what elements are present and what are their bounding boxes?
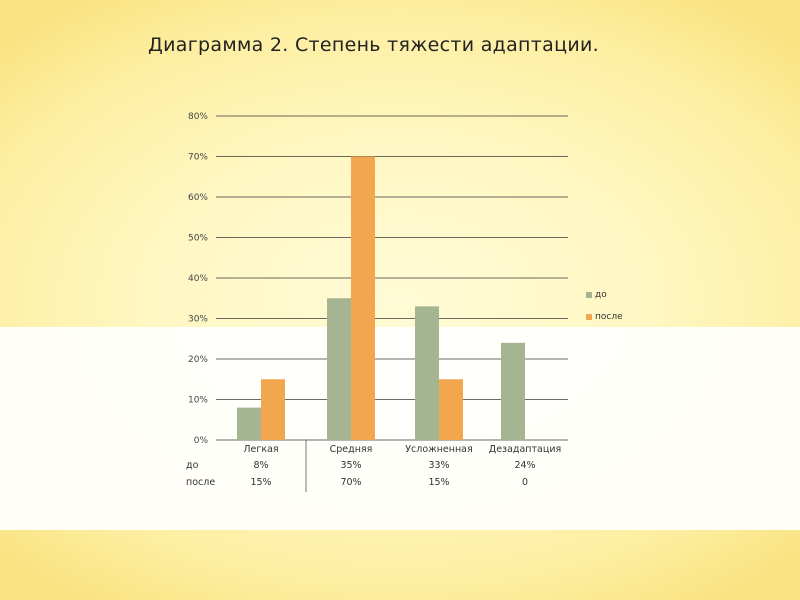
data-table-value: 70% (340, 477, 361, 488)
data-table-value: 33% (428, 460, 449, 471)
slide-title: Диаграмма 2. Степень тяжести адаптации. (148, 34, 599, 56)
bar-posle (261, 379, 285, 440)
bar-do (501, 342, 525, 440)
y-tick-label: 10% (188, 396, 208, 406)
bar-do (415, 306, 439, 440)
bar-posle (351, 156, 375, 440)
legend-item-do: до (586, 284, 623, 306)
data-table-value: 35% (340, 460, 361, 471)
x-category-label: Легкая (243, 444, 278, 455)
data-table-value: 15% (428, 477, 449, 488)
y-tick-label: 70% (188, 153, 208, 163)
data-table-value: 15% (250, 477, 271, 488)
y-tick-label: 60% (188, 193, 208, 203)
legend-label-do: до (595, 290, 607, 300)
y-tick-label: 50% (188, 234, 208, 244)
chart-legend: до после (586, 284, 623, 328)
y-tick-label: 20% (188, 355, 208, 365)
y-tick-label: 0% (194, 436, 209, 446)
x-category-label: Средняя (330, 444, 373, 455)
legend-swatch-do (586, 292, 592, 298)
y-tick-label: 30% (188, 315, 208, 325)
bar-do (237, 407, 261, 440)
data-table-value: 0 (522, 477, 528, 488)
data-table-value: 8% (253, 460, 268, 471)
y-tick-label: 40% (188, 274, 208, 284)
legend-label-posle: после (595, 312, 623, 322)
data-table-row-label: до (186, 460, 199, 471)
data-table-value: 24% (514, 460, 535, 471)
bar-do (327, 298, 351, 440)
x-category-label: Усложненная (405, 444, 472, 455)
legend-swatch-posle (586, 314, 592, 320)
y-tick-label: 80% (188, 112, 208, 122)
bar-posle (439, 379, 463, 440)
data-table-row-label: после (186, 477, 215, 488)
background-band (0, 327, 800, 530)
legend-item-posle: после (586, 306, 623, 328)
x-category-label: Дезадаптация (489, 444, 561, 455)
